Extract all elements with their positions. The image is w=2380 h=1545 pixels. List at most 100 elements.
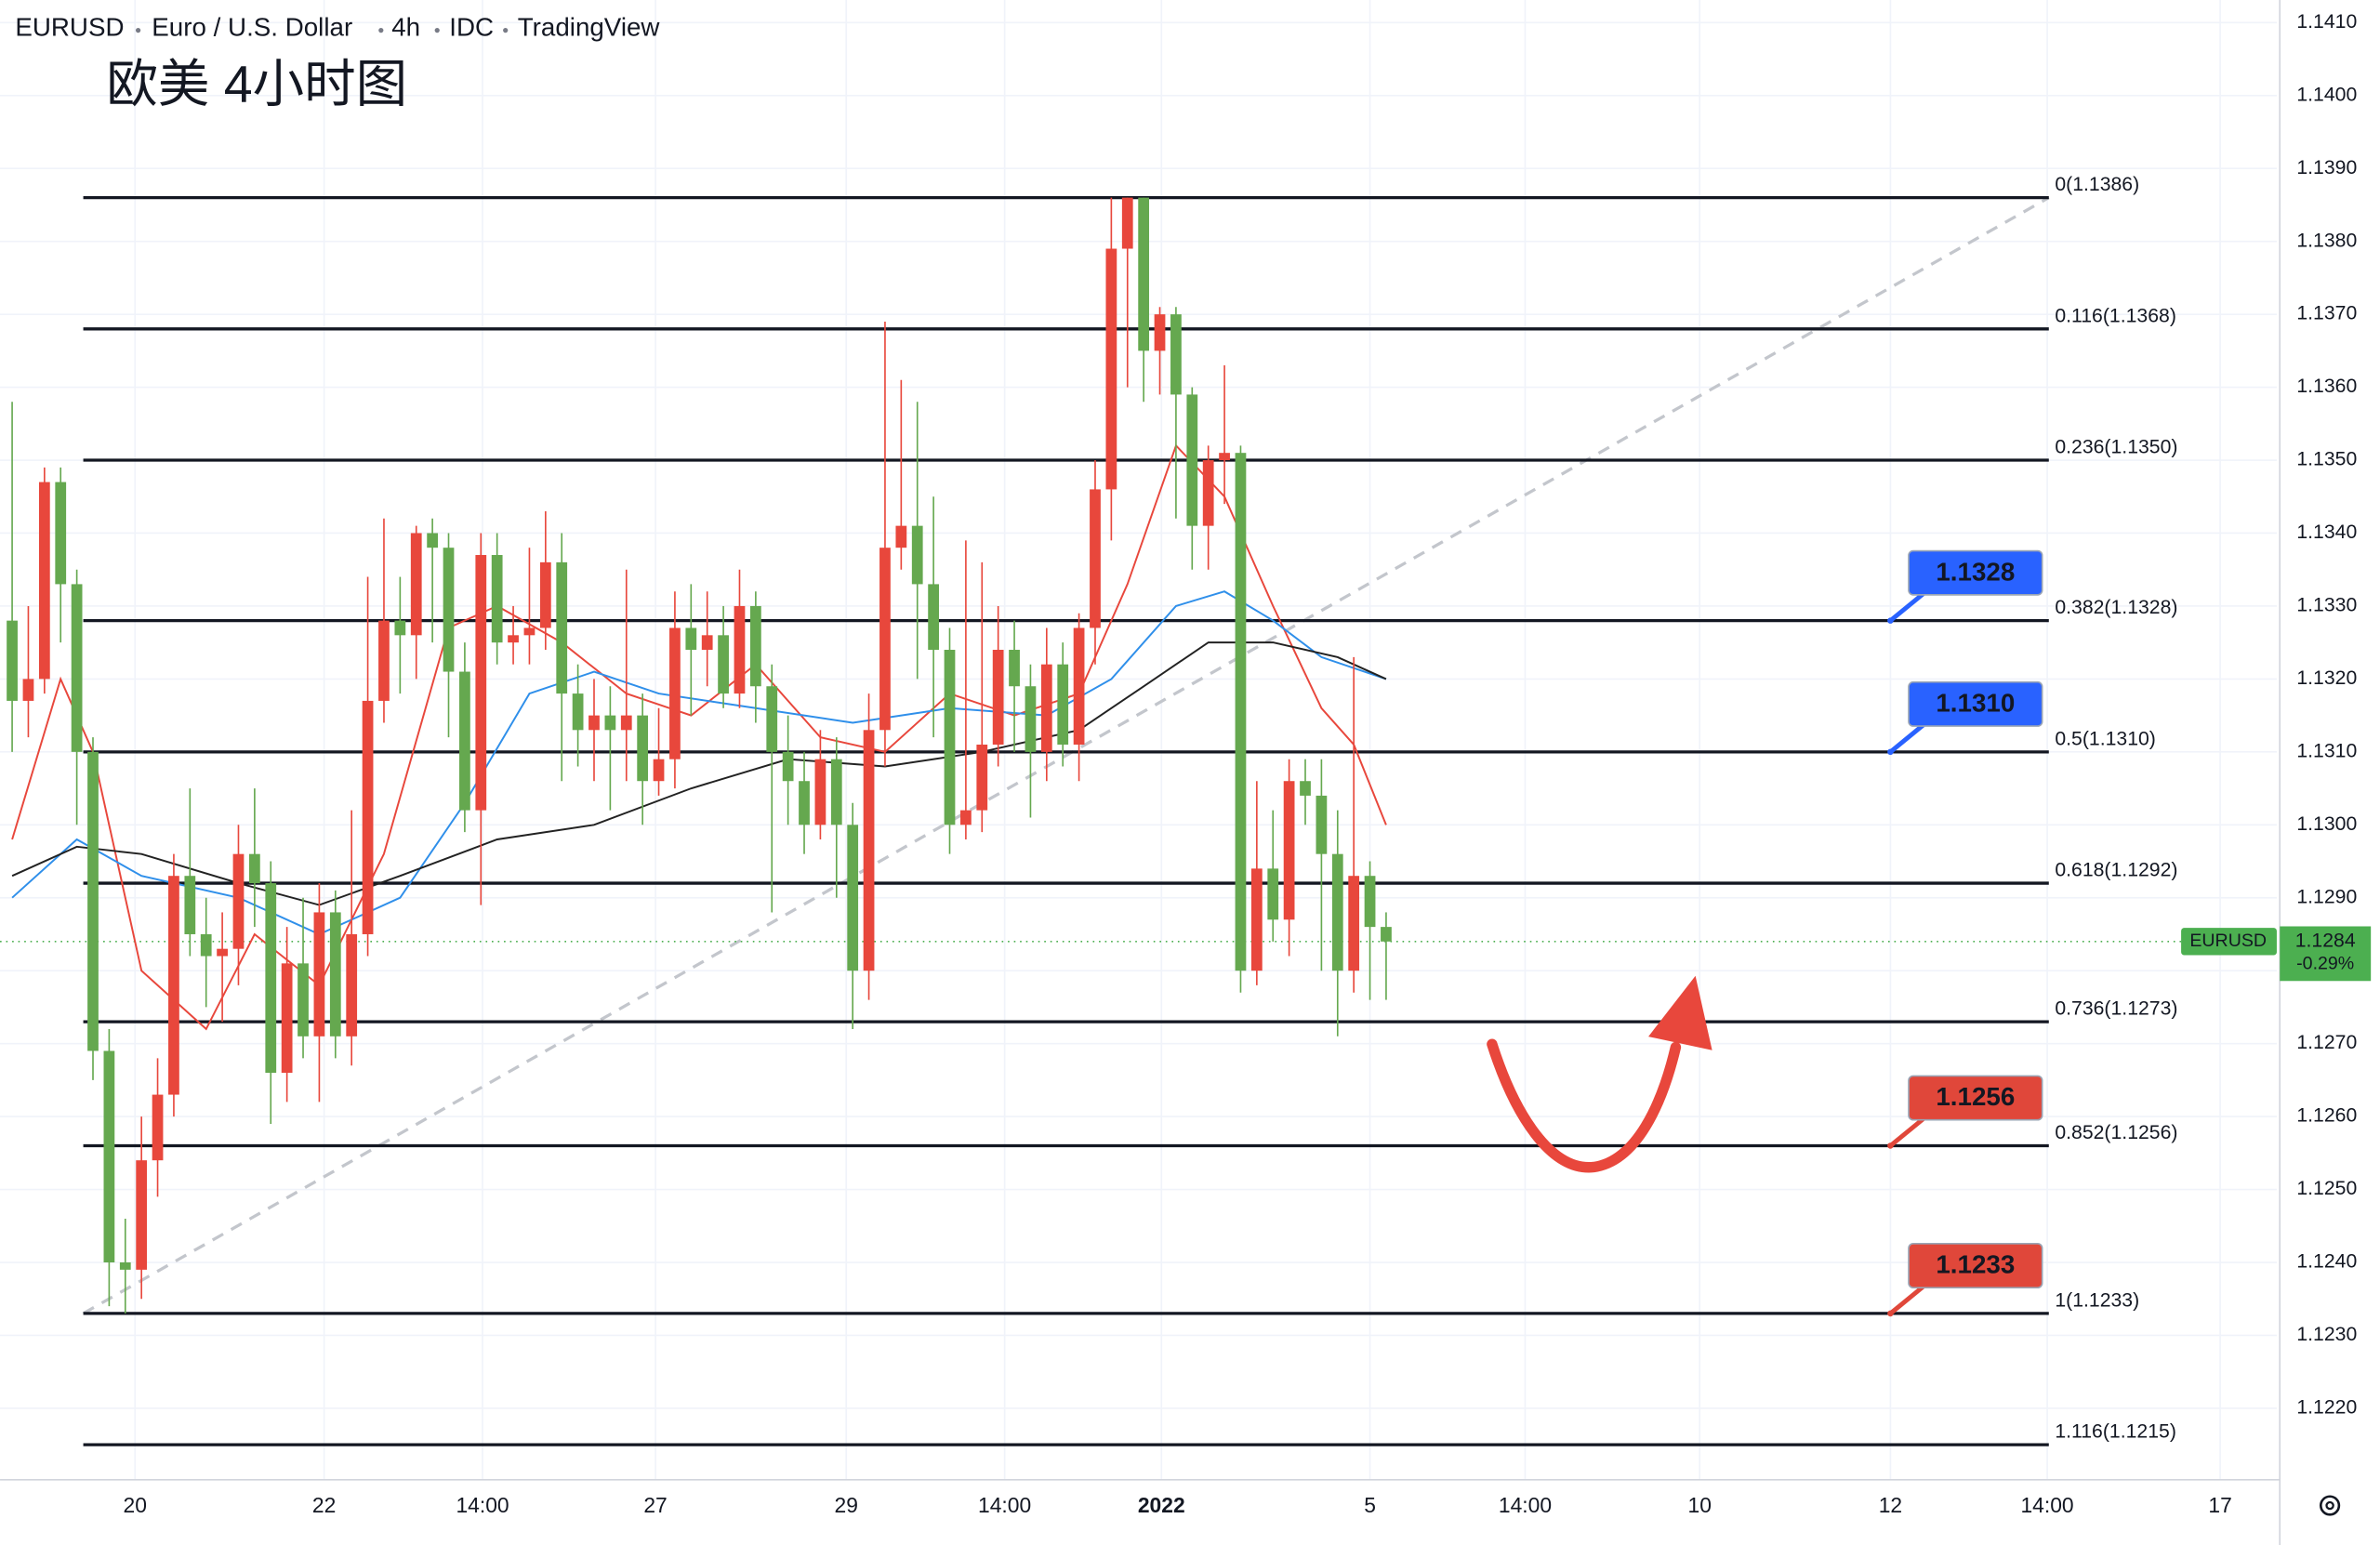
candle-body: [1219, 453, 1230, 461]
fib-label: 1(1.1233): [2055, 1289, 2139, 1311]
plot: [0, 195, 2277, 1446]
candle-body: [1381, 927, 1392, 942]
price-tag: [2280, 926, 2372, 982]
candle-body: [362, 700, 374, 934]
y-tick-label: 1.1240: [2296, 1251, 2357, 1273]
annotation-connector: [1888, 591, 1925, 623]
candle-body: [1235, 453, 1247, 971]
candle-body: [119, 1262, 131, 1270]
x-tick-label: 10: [1688, 1493, 1712, 1517]
settings-icon[interactable]: [2319, 1495, 2341, 1516]
candle-body: [394, 620, 406, 636]
candle-body: [799, 781, 810, 825]
fib-label: 1.116(1.1215): [2055, 1421, 2176, 1443]
candle-body: [895, 525, 907, 548]
fib-label: 0.382(1.1328): [2055, 597, 2177, 618]
candle-body: [103, 1050, 115, 1263]
y-tick-label: 1.1380: [2296, 230, 2357, 251]
y-tick-label: 1.1250: [2296, 1178, 2357, 1199]
y-tick-label: 1.1320: [2296, 667, 2357, 689]
candle-body: [1154, 314, 1166, 351]
candle-body: [701, 635, 713, 651]
x-tick-label: 14:00: [978, 1493, 1031, 1517]
candle-body: [749, 605, 761, 687]
annotation-connector: [1888, 722, 1925, 754]
y-tick-label: 1.1360: [2296, 376, 2357, 397]
annotation-label: 1.1233: [1936, 1250, 2015, 1279]
candle-body: [847, 825, 859, 971]
interval: 4h: [391, 12, 420, 41]
price-tag-label: 1.1284: [2295, 930, 2356, 951]
settings-icon-ring[interactable]: [2319, 1495, 2341, 1516]
y-tick-label: 1.1400: [2296, 84, 2357, 105]
annotation-box: [1908, 549, 2043, 596]
fib-label: 0.618(1.1292): [2055, 860, 2177, 881]
annotation-box: [1908, 1243, 2043, 1288]
change-label: -0.29%: [2296, 953, 2354, 973]
y-tick-label: 1.1260: [2296, 1105, 2357, 1127]
candle-body: [346, 933, 358, 1037]
candle-body: [71, 584, 83, 752]
candle-body: [38, 482, 50, 680]
candle-body: [200, 933, 212, 957]
instrument-name: Euro / U.S. Dollar: [152, 12, 352, 41]
candle-body: [1105, 248, 1117, 490]
annotation-label: 1.1310: [1936, 689, 2015, 718]
candle-body: [313, 912, 325, 1037]
candle-body: [669, 627, 681, 759]
x-tick-label: 14:00: [456, 1493, 509, 1517]
candle-body: [1364, 876, 1376, 928]
fib-label: 0.236(1.1350): [2055, 437, 2177, 458]
chart-title: 欧美 4小时图: [106, 55, 407, 112]
y-tick-label: 1.1230: [2296, 1324, 2357, 1345]
moving-average: [11, 590, 1387, 936]
candle-body: [168, 876, 179, 1095]
candle-body: [944, 650, 956, 825]
x-tick-label: 12: [1879, 1493, 1902, 1517]
x-tick-label: 14:00: [2020, 1493, 2073, 1517]
candle-body: [1170, 314, 1182, 395]
candle-body: [281, 963, 293, 1074]
y-tick-label: 1.1310: [2296, 740, 2357, 761]
candle-body: [410, 533, 422, 636]
fib-label: 0.852(1.1256): [2055, 1122, 2177, 1143]
y-tick-label: 1.1330: [2296, 595, 2357, 616]
candle-body: [232, 853, 245, 949]
x-tick-label: 22: [312, 1493, 336, 1517]
forecast-arrow: [1487, 1038, 1682, 1173]
x-tick-label: 27: [643, 1493, 667, 1517]
y-tick-label: 1.1340: [2296, 522, 2357, 543]
candle-body: [329, 912, 341, 1037]
symbol-tag: [2181, 928, 2277, 956]
candle-body: [1300, 781, 1311, 796]
candle-body: [911, 525, 923, 585]
candle-body: [491, 555, 503, 643]
candle-body: [992, 650, 1004, 745]
candle-body: [1057, 664, 1069, 745]
forecast-arrow-head: [1648, 975, 1712, 1050]
separator: [135, 28, 141, 33]
symbol: EURUSD: [15, 12, 124, 41]
candle-body: [184, 876, 196, 934]
candle-body: [685, 627, 697, 651]
candle-body: [443, 548, 455, 672]
settings-icon-center[interactable]: [2325, 1500, 2334, 1511]
candle-body: [1283, 781, 1295, 920]
candle-body: [572, 693, 584, 731]
candle-body: [1009, 650, 1020, 687]
x-tick-label: 2022: [1138, 1493, 1185, 1517]
y-tick-label: 1.1410: [2296, 11, 2357, 33]
candle-body: [152, 1094, 164, 1161]
x-tick-label: 5: [1364, 1493, 1376, 1517]
moving-average: [11, 641, 1387, 906]
candle-body: [217, 948, 228, 957]
candle-body: [830, 759, 842, 825]
candle-body: [782, 751, 794, 782]
candle-body: [1202, 460, 1214, 526]
separator: [434, 28, 440, 33]
y-tick-label: 1.1350: [2296, 449, 2357, 470]
y-tick-label: 1.1370: [2296, 303, 2357, 324]
x-tick-label: 14:00: [1499, 1493, 1552, 1517]
candle-body: [378, 620, 390, 701]
candle-body: [1073, 627, 1085, 745]
